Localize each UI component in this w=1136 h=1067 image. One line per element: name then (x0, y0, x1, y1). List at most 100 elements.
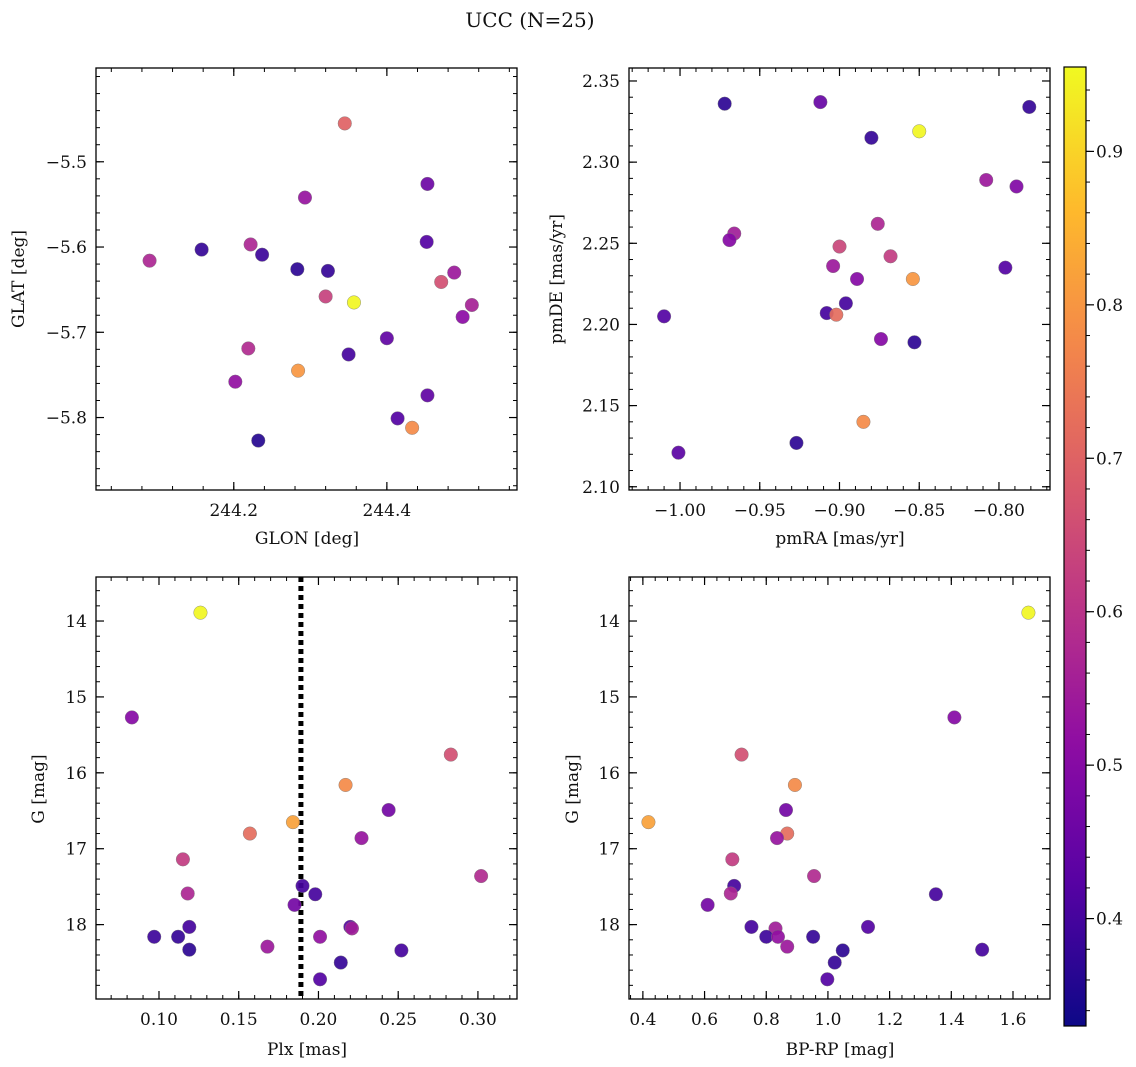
data-point (827, 955, 842, 970)
x-tick-label: 1.6 (999, 1010, 1026, 1030)
data-point (928, 887, 943, 902)
data-point (285, 815, 300, 830)
x-tick-label: 0.15 (220, 1010, 258, 1030)
data-point (124, 710, 139, 725)
y-tick-label: 17 (598, 840, 620, 860)
data-point (182, 942, 197, 957)
x-tick-label: 1.4 (938, 1010, 965, 1030)
y-tick-label: 14 (598, 612, 620, 632)
data-point (443, 747, 458, 762)
data-point (394, 943, 409, 958)
data-point (829, 307, 844, 322)
x-tick-label: 0.8 (753, 1010, 780, 1030)
data-point (420, 176, 435, 191)
data-point (1021, 605, 1036, 620)
x-tick-label: 1.2 (876, 1010, 903, 1030)
plot-frame (95, 576, 518, 1000)
colorbar-gradient (1063, 66, 1087, 1027)
data-point (722, 233, 737, 248)
panel-glon-glat: 244.2 244.4 −5.5 −5.6 −5.7 −5.8 GLON [deg] GL… (9, 67, 518, 549)
x-tick-label: 244.4 (363, 501, 412, 521)
data-point (671, 445, 686, 460)
plot-frame (95, 67, 518, 491)
colorbar-tick-label: 0.8 (1096, 296, 1123, 316)
x-tick-label: 0.25 (379, 1010, 417, 1030)
x-axis-label: pmRA [mas/yr] (775, 529, 904, 549)
data-point (291, 363, 306, 378)
data-point (194, 242, 209, 257)
y-tick-label: 2.30 (582, 153, 620, 173)
data-point (474, 869, 489, 884)
plot-frame (628, 576, 1051, 1000)
data-point (835, 943, 850, 958)
x-tick-label: −1.00 (654, 501, 706, 521)
colorbar: 0.4 0.5 0.6 0.7 0.8 0.9 (1063, 66, 1123, 1027)
y-tick-label: 2.35 (582, 72, 620, 92)
data-point (820, 972, 835, 987)
data-point (861, 919, 876, 934)
x-axis-label: BP-RP [mag] (786, 1040, 895, 1060)
data-point (807, 869, 822, 884)
y-tick-label: 16 (65, 764, 87, 784)
data-point (171, 929, 186, 944)
data-point (260, 939, 275, 954)
data-point (318, 289, 333, 304)
data-point (770, 929, 785, 944)
colorbar-tick-label: 0.7 (1096, 449, 1123, 469)
x-tick-label: −0.85 (893, 501, 945, 521)
x-tick-label: 1.0 (814, 1010, 841, 1030)
data-point (147, 929, 162, 944)
data-point (789, 435, 804, 450)
data-point (255, 247, 270, 262)
data-point (1022, 99, 1037, 114)
y-tick-label: 2.20 (582, 315, 620, 335)
x-tick-label: 0.20 (300, 1010, 338, 1030)
data-point (455, 309, 470, 324)
data-point (405, 420, 420, 435)
y-axis-label: G [mag] (563, 754, 583, 823)
panel-pmra-pmde: −1.00 −0.95 −0.90 −0.85 −0.80 2.10 2.15 2.20 2.2… (547, 67, 1051, 549)
y-tick-label: 2.10 (582, 478, 620, 498)
figure-title: UCC (N=25) (465, 8, 594, 32)
data-point (778, 803, 793, 818)
colorbar-tick-label: 0.9 (1096, 142, 1123, 162)
y-tick-label: −5.5 (46, 153, 87, 173)
data-point (826, 259, 841, 274)
y-tick-label: 18 (65, 916, 87, 936)
data-point (770, 831, 785, 846)
data-point (420, 388, 435, 403)
data-point (381, 803, 396, 818)
data-point (850, 272, 865, 287)
y-tick-label: 17 (65, 840, 87, 860)
data-point (912, 124, 927, 139)
data-point (193, 605, 208, 620)
y-axis-label: GLAT [deg] (9, 230, 29, 328)
colorbar-tick-label: 0.6 (1096, 603, 1123, 623)
data-point (447, 265, 462, 280)
data-point (251, 433, 266, 448)
data-point (947, 710, 962, 725)
data-point (180, 886, 195, 901)
x-tick-label: −0.95 (734, 501, 786, 521)
data-point (883, 249, 898, 264)
data-point (390, 411, 405, 426)
data-point (243, 237, 258, 252)
y-tick-label: 2.15 (582, 397, 620, 417)
data-point (142, 253, 157, 268)
colorbar-tick-label: 0.4 (1096, 910, 1123, 930)
plot-frame (628, 67, 1051, 491)
data-point (295, 878, 310, 893)
data-point (434, 274, 449, 289)
y-tick-label: 18 (598, 916, 620, 936)
colorbar-tick-label: 0.5 (1096, 756, 1123, 776)
data-point (297, 190, 312, 205)
data-point (379, 331, 394, 346)
x-axis-label: GLON [deg] (255, 529, 359, 549)
data-point (242, 826, 257, 841)
y-axis-label: G [mag] (29, 754, 49, 823)
data-point (723, 886, 738, 901)
y-tick-label: 15 (65, 688, 87, 708)
data-point (228, 374, 243, 389)
data-point (813, 95, 828, 110)
